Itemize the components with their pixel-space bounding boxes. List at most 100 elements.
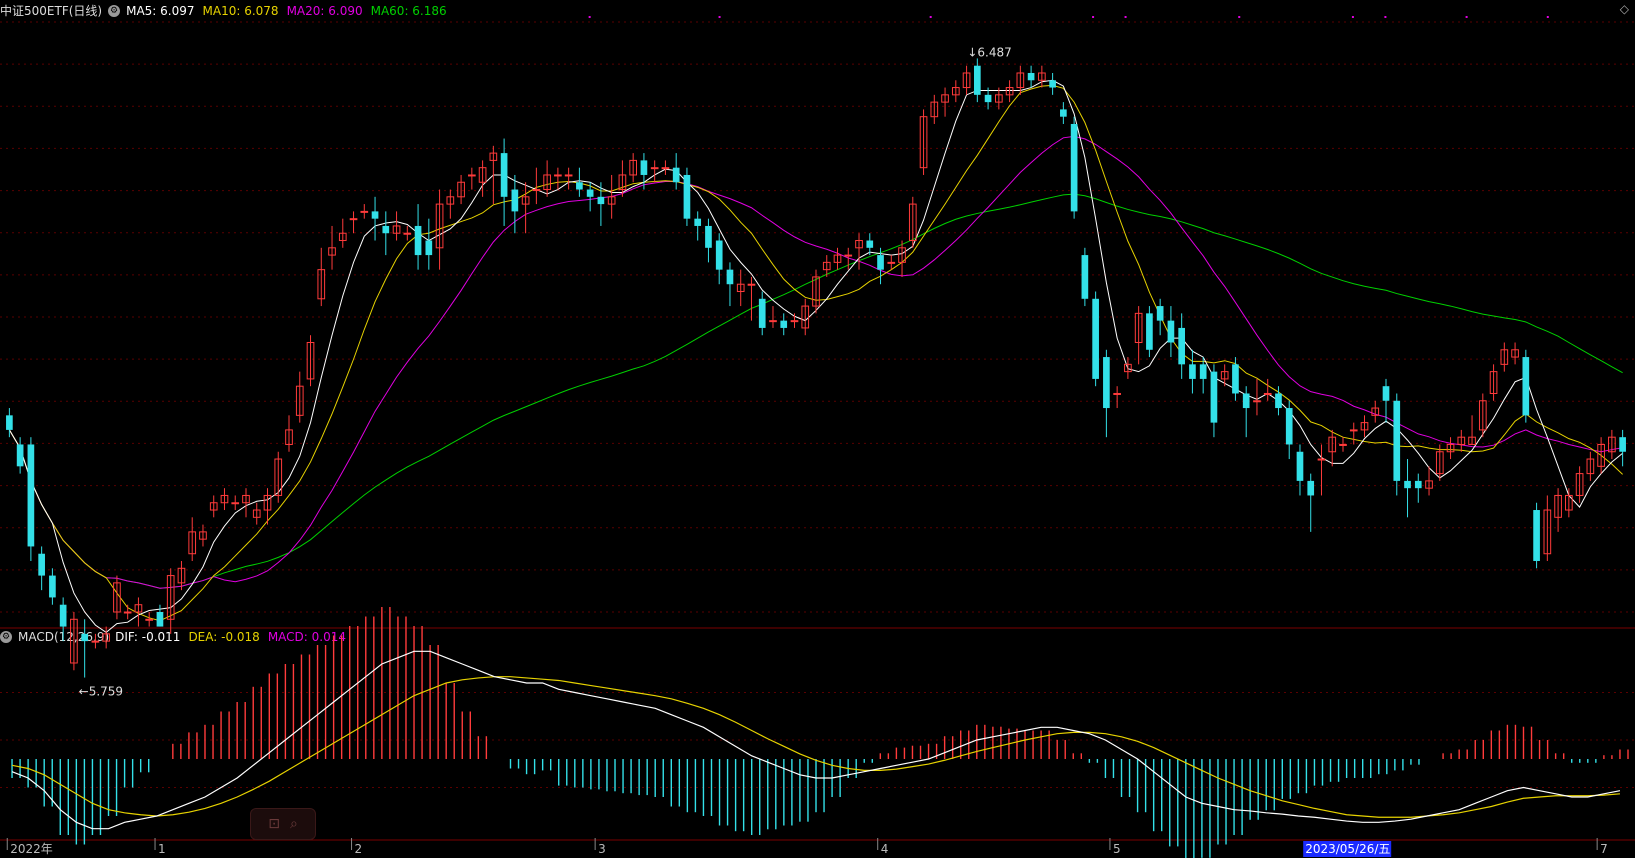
candle-body-down: [1178, 327, 1186, 365]
candle-body-up: [435, 203, 444, 249]
candle-body-up: [317, 269, 326, 300]
cursor-date-box: [1303, 841, 1392, 857]
macd-legend: DIF: -0.011 DEA: -0.018 MACD: 0.014: [115, 630, 346, 644]
ma-legend-item-1: MA10: 6.078: [202, 3, 279, 18]
candle-body-down: [1146, 313, 1153, 350]
candle-body-down: [6, 415, 13, 430]
macd-legend-item-0: DIF: -0.011: [115, 630, 181, 644]
event-marker: [1384, 16, 1387, 18]
candle-body-up: [113, 582, 121, 613]
ma-legend: MA5: 6.097 MA10: 6.078 MA20: 6.090 MA60: 6.…: [126, 4, 447, 18]
candle-body-up: [532, 189, 541, 192]
candle-body-up: [822, 261, 831, 271]
zoom-box-icon[interactable]: ⊡: [268, 816, 280, 832]
candle-body-down: [156, 612, 164, 627]
candle-body-up: [898, 247, 906, 263]
dif-line: [11, 650, 1621, 830]
candle-body-down: [59, 604, 67, 627]
candle-body-up: [1220, 371, 1229, 380]
candle-body-up: [468, 174, 476, 177]
settings-icon[interactable]: ⚙: [108, 4, 121, 17]
candle-body-up: [812, 276, 820, 307]
candle-body-up: [1500, 349, 1509, 365]
candle-body-up: [564, 174, 573, 177]
event-marker: [718, 16, 721, 18]
candle-body-up: [252, 509, 261, 518]
x-axis-label: 7: [1600, 842, 1608, 856]
search-icon[interactable]: ⌕: [289, 816, 298, 832]
candle-body-up: [285, 429, 293, 445]
event-marker: [929, 16, 932, 18]
event-marker: [1092, 16, 1095, 18]
candle-body-up: [360, 210, 369, 213]
candle-body-down: [1210, 371, 1218, 423]
candle-body-down: [1049, 80, 1056, 88]
macd-legend-item-2: MACD: 0.014: [267, 630, 346, 644]
x-axis-label: 5: [1113, 842, 1121, 856]
candle-body-up: [543, 174, 551, 191]
candle-body-up: [1005, 87, 1014, 96]
candle-body-up: [1446, 443, 1455, 453]
x-axis-label: 2022年: [10, 842, 53, 856]
candle-body-down: [1070, 123, 1078, 212]
candle-body-up: [478, 167, 487, 183]
candle-body-up: [392, 225, 401, 234]
ma-legend-item-2: MA20: 6.090: [286, 3, 363, 18]
candle-body-up: [554, 174, 562, 177]
candle-body-up: [145, 618, 154, 621]
candle-body-up: [1360, 422, 1369, 431]
candle-body-down: [49, 575, 56, 598]
candle-body-up: [1134, 312, 1143, 343]
candle-body-up: [1425, 480, 1433, 489]
candle-body-up: [855, 240, 863, 249]
event-marker: [1238, 16, 1241, 18]
zoom-toolbar[interactable]: ⊡ ⌕: [250, 808, 316, 840]
diamond-icon[interactable]: ◇: [1619, 2, 1629, 16]
macd-legend-item-1: DEA: -0.018: [188, 630, 260, 644]
candle-body-down: [1382, 386, 1390, 401]
dea-line: [11, 676, 1621, 818]
candle-body-up: [951, 87, 960, 96]
candle-body-down: [27, 444, 35, 547]
candle-body-up: [242, 494, 250, 504]
candle-body-down: [38, 553, 45, 576]
candle-body-up: [1317, 458, 1326, 461]
candle-body-up: [166, 575, 175, 620]
candle-body-up: [908, 203, 917, 242]
candle-body-up: [220, 494, 229, 504]
candle-body-up: [1371, 407, 1380, 416]
candle-body-down: [1296, 451, 1304, 481]
candle-body-down: [1522, 357, 1530, 416]
candle-body-down: [586, 189, 594, 197]
candle-body-up: [177, 567, 186, 584]
candle-body-up: [123, 611, 132, 614]
candle-body-up: [338, 232, 347, 242]
candle-body-up: [1253, 400, 1261, 403]
candle-body-up: [1435, 451, 1444, 475]
candle-body-down: [500, 153, 508, 197]
candle-body-up: [1263, 392, 1272, 395]
candle-body-up: [295, 385, 304, 416]
candle-body-down: [1189, 364, 1196, 379]
candle-body-up: [790, 320, 799, 323]
candle-body-down: [1307, 480, 1315, 496]
candle-body-down: [877, 255, 884, 270]
candle-body-up: [1349, 429, 1358, 432]
candle-body-down: [683, 174, 691, 219]
candle-body-up: [403, 232, 412, 235]
candle-body-down: [414, 225, 422, 256]
candle-body-up: [801, 305, 810, 329]
high-price-label: ↓6.487: [967, 45, 1011, 59]
candle-body-up: [1554, 494, 1562, 518]
candle-body-down: [1404, 480, 1411, 489]
candle-body-down: [694, 218, 702, 226]
candle-body-up: [629, 159, 637, 176]
ma60-line: [8, 193, 1623, 589]
candle-body-up: [995, 94, 1003, 103]
candle-body-up: [919, 116, 928, 169]
candle-body-up: [446, 196, 455, 205]
low-price-label: ←5.759: [79, 685, 123, 699]
settings-icon[interactable]: ⚙: [0, 631, 12, 643]
event-marker: [1351, 16, 1354, 18]
